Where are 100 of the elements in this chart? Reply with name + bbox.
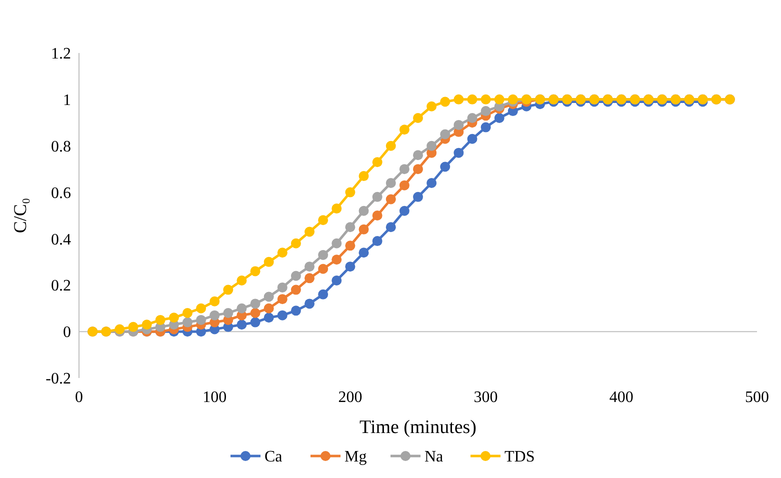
point (372, 236, 382, 246)
point (168, 312, 179, 323)
point (318, 289, 328, 300)
point (345, 240, 356, 251)
y-tick-label: 0.4 (51, 231, 71, 248)
point (454, 120, 464, 130)
point (142, 320, 152, 330)
point (223, 308, 234, 318)
y-axis-title: C/C₀ (10, 198, 30, 234)
point (426, 140, 437, 151)
point (358, 206, 369, 216)
point (399, 164, 410, 174)
point (210, 310, 220, 320)
point (236, 303, 247, 314)
point (508, 94, 518, 104)
point (114, 324, 125, 334)
y-tick-label: 0 (63, 324, 71, 342)
point (250, 308, 260, 318)
point (426, 178, 437, 188)
x-tick-label: 200 (338, 389, 362, 406)
point (399, 124, 410, 135)
point (494, 94, 504, 104)
point (304, 262, 315, 272)
point (277, 248, 288, 258)
x-tick-label: 0 (75, 389, 83, 406)
point (264, 303, 274, 314)
point (250, 298, 260, 309)
y-tick-label: 1 (63, 92, 71, 110)
point (413, 150, 423, 160)
point (345, 262, 356, 272)
point (264, 256, 274, 267)
point (332, 204, 342, 214)
y-tick-label: -0.2 (46, 370, 71, 388)
legend-label: TDS (504, 448, 535, 466)
legend-label: Na (424, 448, 444, 466)
point (413, 192, 423, 202)
point (155, 314, 166, 325)
x-tick-label: 400 (609, 389, 634, 406)
point (304, 298, 315, 309)
point (277, 282, 288, 292)
point (440, 162, 450, 172)
point (290, 306, 301, 316)
point (318, 264, 328, 274)
point (290, 270, 301, 281)
point (196, 314, 206, 325)
point (358, 224, 369, 234)
legend-label: Ca (264, 448, 282, 466)
y-tick-label: 1.2 (51, 46, 71, 63)
point (332, 238, 342, 248)
point (494, 113, 504, 123)
point (318, 215, 328, 226)
point (304, 226, 315, 237)
point (332, 254, 342, 265)
point (358, 171, 369, 182)
x-axis-title: Time (minutes) (360, 417, 476, 438)
point (182, 317, 192, 328)
legend-label: Mg (344, 448, 367, 466)
point (250, 266, 260, 276)
point (386, 178, 396, 188)
point (399, 180, 410, 190)
point (196, 303, 206, 314)
point (426, 101, 437, 112)
point (210, 296, 220, 306)
point (454, 148, 464, 158)
point (372, 192, 382, 202)
point (345, 187, 356, 198)
point (467, 113, 478, 123)
point (358, 248, 369, 258)
point (236, 276, 247, 286)
point (223, 284, 234, 295)
point (250, 317, 260, 328)
point (467, 134, 478, 144)
point (236, 320, 247, 330)
point (264, 312, 274, 323)
y-tick-label: 0.6 (51, 184, 71, 202)
point (413, 113, 423, 123)
point (290, 284, 301, 295)
point (480, 106, 491, 116)
x-tick-label: 500 (745, 389, 769, 406)
point (332, 276, 342, 286)
point (440, 96, 450, 107)
y-tick-label: 0.8 (51, 138, 71, 156)
point (399, 206, 410, 216)
point (386, 222, 396, 232)
point (480, 122, 491, 132)
point (372, 210, 382, 220)
x-tick-label: 300 (474, 389, 498, 406)
point (440, 129, 450, 140)
y-tick-label: 0.2 (51, 278, 71, 295)
point (264, 292, 274, 302)
point (304, 273, 315, 284)
point (277, 294, 288, 304)
x-tick-label: 100 (202, 389, 227, 406)
point (372, 157, 382, 168)
point (345, 222, 356, 232)
point (277, 310, 288, 320)
point (480, 94, 491, 104)
point (454, 94, 464, 104)
point (467, 94, 478, 104)
point (386, 194, 396, 204)
